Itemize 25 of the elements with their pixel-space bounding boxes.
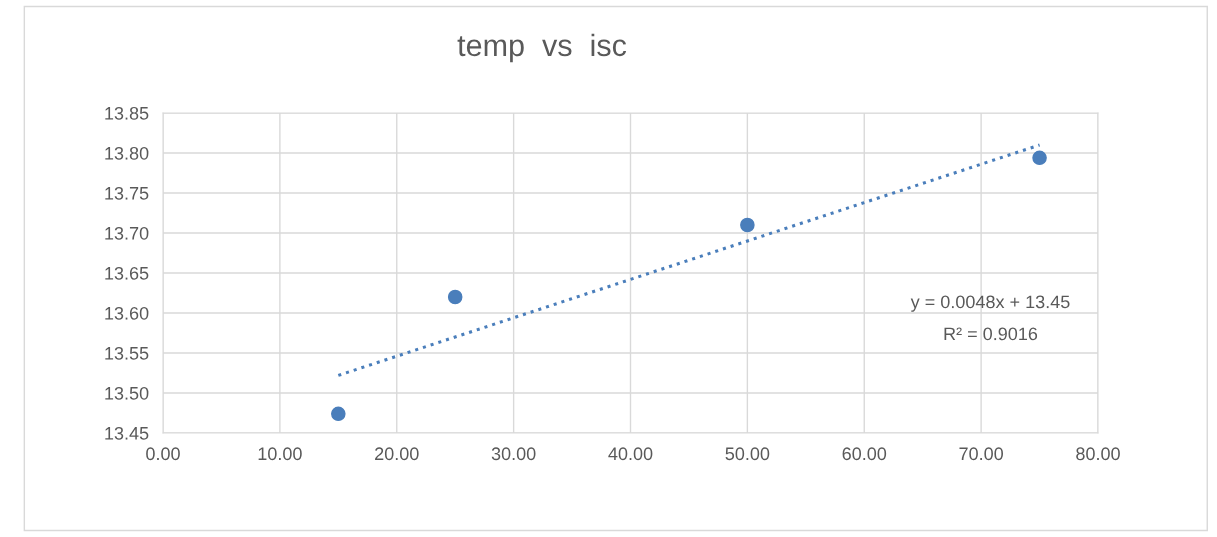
point [740, 217, 755, 233]
chart-title: temp vs isc [457, 33, 627, 63]
x-tick-label: 40.00 [608, 447, 653, 461]
x-tick-label: 50.00 [725, 447, 770, 461]
y-tick-label: 13.45 [105, 426, 149, 440]
x-tick-label: 70.00 [959, 447, 1004, 461]
x-tick-label: 0.00 [146, 447, 180, 461]
y-tick-label: 13.75 [105, 186, 149, 200]
y-tick-label: 13.60 [105, 306, 149, 320]
x-tick-label: 10.00 [258, 447, 302, 461]
y-tick-label: 13.80 [105, 146, 149, 160]
y-tick-label: 13.85 [105, 106, 149, 120]
annotation: R² = 0.9016 [944, 327, 1038, 341]
point [331, 406, 346, 422]
x-tick-label: 60.00 [842, 447, 887, 461]
point [1032, 150, 1047, 166]
annotation: y = 0.0048x + 13.45 [910, 295, 1070, 312]
point [447, 289, 463, 305]
x-tick-label: 20.00 [375, 447, 419, 461]
y-tick-label: 13.50 [105, 386, 149, 400]
y-tick-label: 13.55 [105, 346, 149, 360]
y-tick-label: 13.70 [105, 226, 149, 240]
x-tick-label: 80.00 [1076, 447, 1120, 461]
y-tick-label: 13.65 [105, 266, 149, 280]
x-tick-label: 30.00 [491, 447, 536, 461]
